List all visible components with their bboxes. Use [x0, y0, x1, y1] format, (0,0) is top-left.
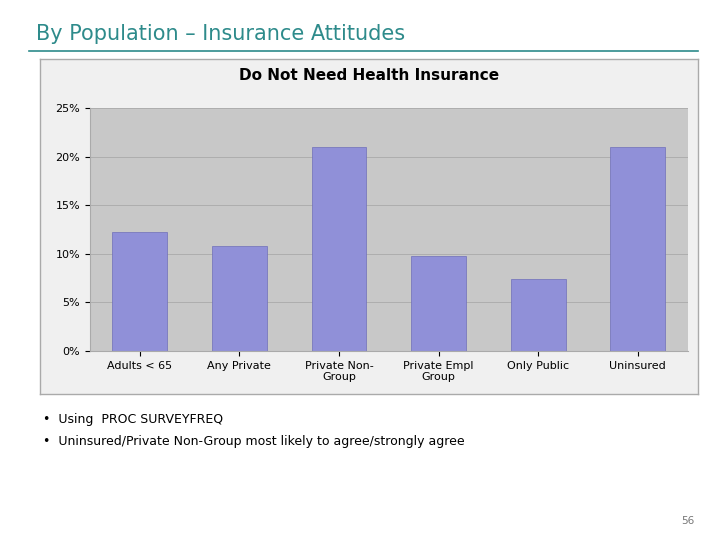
- Bar: [212, 246, 267, 351]
- Text: Do Not Need Health Insurance: Do Not Need Health Insurance: [239, 68, 499, 83]
- Bar: [510, 279, 566, 351]
- Bar: [411, 256, 466, 351]
- Text: 56: 56: [682, 516, 695, 526]
- Text: •  Using  PROC SURVEYFREQ: • Using PROC SURVEYFREQ: [43, 413, 223, 426]
- Text: By Population – Insurance Attitudes: By Population – Insurance Attitudes: [36, 24, 405, 44]
- Bar: [611, 147, 665, 351]
- Bar: [112, 232, 167, 351]
- Text: •  Uninsured/Private Non-Group most likely to agree/strongly agree: • Uninsured/Private Non-Group most likel…: [43, 435, 465, 448]
- Bar: [312, 147, 366, 351]
